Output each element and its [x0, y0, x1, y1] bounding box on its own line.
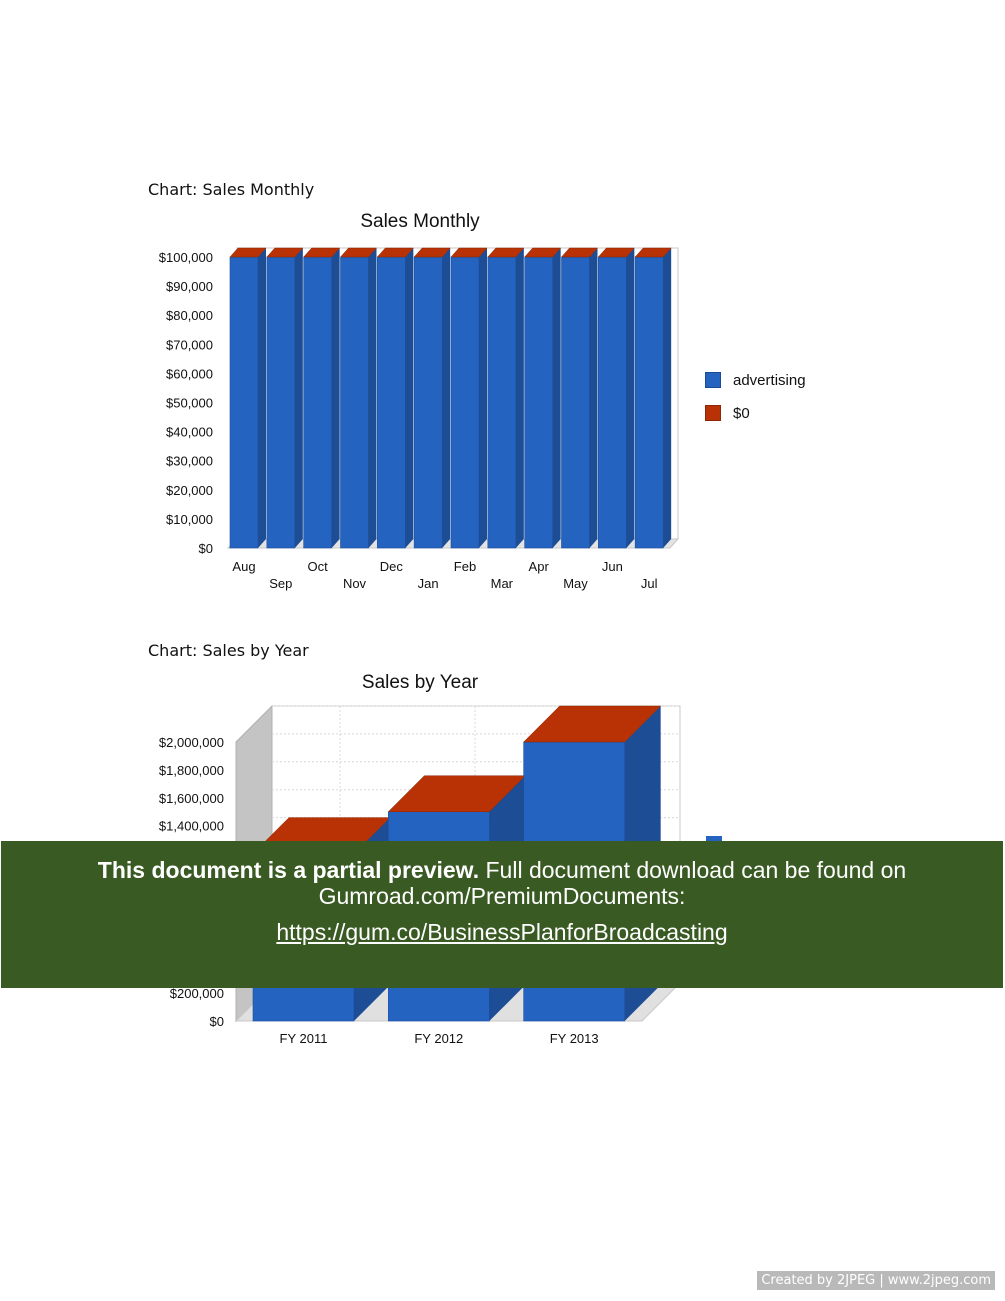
bar-top-zero: [413, 247, 451, 258]
x-tick-label: Aug: [232, 559, 255, 574]
x-tick-label: Nov: [343, 576, 367, 591]
y-tick-label: $0: [199, 541, 213, 556]
banner-message: This document is a partial preview. Full…: [1, 857, 1003, 909]
plot-frame: [236, 247, 679, 539]
legend-item-advertising: advertising: [705, 371, 806, 389]
bar-side: [515, 248, 524, 548]
x-tick-label: Oct: [308, 559, 329, 574]
x-tick-label: Sep: [269, 576, 292, 591]
monthly-chart: $0 $10,000 $20,000 $30,000 $40,000 $50,000 $60…: [159, 247, 680, 591]
bar-top-zero: [450, 247, 488, 258]
bar-side: [331, 248, 340, 548]
legend-label-zero: $0: [733, 404, 750, 422]
bar-side: [405, 248, 414, 548]
bar-top-zero: [376, 247, 414, 258]
bar-top-zero: [524, 247, 562, 258]
bar-advertising: [266, 256, 296, 549]
yearly-chart-heading: Chart: Sales by Year: [148, 641, 309, 660]
bar-advertising: [561, 256, 590, 549]
y-tick-label: $1,400,000: [159, 819, 224, 834]
bar-advertising: [487, 256, 517, 549]
bar-top-zero: [487, 247, 525, 258]
bar-top-zero: [560, 247, 599, 258]
bar-side: [589, 248, 598, 548]
y-tick-label: $50,000: [166, 396, 213, 411]
banner-bold-text: This document is a partial preview.: [97, 857, 480, 883]
y-tick-label: $60,000: [166, 366, 213, 381]
y-tick-label: $1,600,000: [159, 791, 224, 806]
monthly-chart-heading: Chart: Sales Monthly: [148, 180, 315, 199]
x-tick-label: FY 2011: [280, 1031, 328, 1046]
monthly-chart-title: Sales Monthly: [360, 211, 480, 232]
x-tick-label: Mar: [491, 576, 514, 591]
bar-top-zero: [634, 247, 672, 258]
x-tick-label: Jun: [602, 559, 623, 574]
banner-text: Full document download can be found on G…: [318, 857, 907, 909]
bar-top-zero: [339, 247, 378, 258]
legend-swatch-zero: [705, 405, 721, 421]
footer-watermark: Created by 2JPEG | www.2jpeg.com: [757, 1271, 995, 1290]
bar-advertising: [413, 256, 443, 549]
bar-side: [479, 248, 487, 548]
preview-banner: This document is a partial preview. Full…: [1, 841, 1003, 988]
y-tick-label: $40,000: [166, 425, 213, 440]
bar-side: [663, 248, 672, 548]
y-tick-label: $2,000,000: [159, 735, 224, 750]
bar-advertising: [634, 256, 664, 549]
legend-item-zero: $0: [705, 404, 806, 422]
x-tick-label: FY 2013: [550, 1031, 599, 1046]
y-tick-label: $200,000: [170, 986, 224, 1001]
x-tick-label: Jul: [641, 576, 658, 591]
y-tick-label: $90,000: [166, 279, 213, 294]
banner-link[interactable]: https://gum.co/BusinessPlanforBroadcasti…: [276, 919, 728, 945]
x-tick-label: Jan: [418, 576, 439, 591]
bar-top-zero: [266, 247, 304, 258]
bar-advertising: [450, 256, 480, 549]
bar-side: [294, 248, 303, 548]
bar-top-zero: [597, 247, 635, 258]
x-tick-label: Feb: [454, 559, 476, 574]
legend-label-advertising: advertising: [733, 371, 806, 389]
yearly-legend-swatch-partial: [706, 836, 722, 842]
bar-side: [368, 248, 377, 548]
bar-side: [258, 248, 266, 548]
y-tick-label: $70,000: [166, 337, 213, 352]
x-tick-label: FY 2012: [414, 1031, 463, 1046]
y-tick-label: $0: [210, 1014, 224, 1029]
x-tick-label: May: [563, 576, 588, 591]
legend-swatch-advertising: [705, 372, 721, 388]
x-tick-label: Apr: [529, 559, 550, 574]
bar-top-zero: [303, 247, 341, 258]
y-tick-label: $30,000: [166, 454, 213, 469]
yearly-chart-title: Sales by Year: [361, 672, 479, 693]
y-tick-label: $10,000: [166, 512, 213, 527]
bar-advertising: [524, 256, 553, 549]
monthly-legend: advertising $0: [705, 371, 806, 437]
bar-side: [442, 248, 451, 548]
y-tick-label: $20,000: [166, 483, 213, 498]
y-tick-label: $80,000: [166, 308, 213, 323]
bar-side: [552, 248, 561, 548]
bar-side: [626, 248, 635, 548]
bar-top-zero: [523, 705, 662, 743]
y-tick-label: $100,000: [159, 250, 213, 265]
y-tick-label: $1,800,000: [159, 763, 224, 778]
x-tick-label: Dec: [380, 559, 404, 574]
bar-top-zero: [229, 247, 267, 258]
